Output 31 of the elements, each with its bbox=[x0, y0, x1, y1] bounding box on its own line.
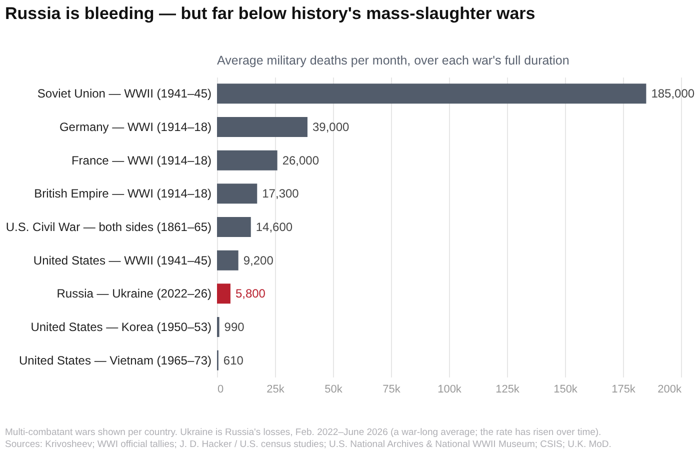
y-tick-label: U.S. Civil War — both sides (1861–65) bbox=[6, 220, 212, 234]
source-note: Sources: Krivosheev; WWI official tallies; J. D. Hacker / U.S. census studies; U.S. National Archives & National WWII Museum; CSIS; U.K. MoD. bbox=[5, 439, 612, 451]
chart-title: Russia is bleeding — but far below history's mass-slaughter wars bbox=[4, 3, 536, 25]
data-label: 610 bbox=[223, 353, 244, 368]
text: Multi-combatant wars shown per country. Ukraine is Russia's losses, Feb. 2022–June 2026 (a war-long average; the rate has risen over time). bbox=[5, 427, 602, 439]
y-tick-label: United States — Korea (1950–53) bbox=[30, 320, 212, 334]
y-tick-label: United States — WWII (1941–45) bbox=[33, 253, 212, 268]
x-tick-label: 200k bbox=[658, 384, 682, 396]
chart-subtitle: Average military deaths per month, over each war's full duration bbox=[217, 54, 570, 68]
data-label: 185,000 bbox=[651, 86, 695, 101]
y-tick-label: Soviet Union — WWII (1941–45) bbox=[37, 86, 212, 101]
y-tick-label: Russia — Ukraine (2022–26) bbox=[56, 286, 212, 301]
data-label: 14,600 bbox=[256, 220, 293, 234]
x-tick-label: 125k bbox=[496, 384, 520, 396]
y-tick-label: Germany — WWI (1914–18) bbox=[59, 120, 212, 134]
y-tick-label: France — WWI (1914–18) bbox=[71, 153, 212, 168]
data-label: 990 bbox=[224, 320, 245, 334]
x-tick-label: 150k bbox=[554, 384, 578, 396]
y-tick-label: United States — Vietnam (1965–73) bbox=[18, 353, 212, 368]
data-label: 17,300 bbox=[262, 186, 300, 201]
data-label: 5,800 bbox=[235, 286, 266, 301]
y-tick-label: British Empire — WWI (1914–18) bbox=[34, 186, 212, 201]
data-label: 9,200 bbox=[243, 253, 274, 268]
x-tick-label: 25k bbox=[266, 384, 285, 396]
x-tick-label: 75k bbox=[382, 384, 401, 396]
x-tick-label: 50k bbox=[324, 384, 343, 396]
x-tick-label: 100k bbox=[438, 384, 462, 396]
x-tick-label: 175k bbox=[612, 384, 636, 396]
data-label: 26,000 bbox=[282, 153, 320, 168]
data-label: 39,000 bbox=[312, 120, 350, 134]
x-tick-label: 0 bbox=[218, 384, 224, 396]
